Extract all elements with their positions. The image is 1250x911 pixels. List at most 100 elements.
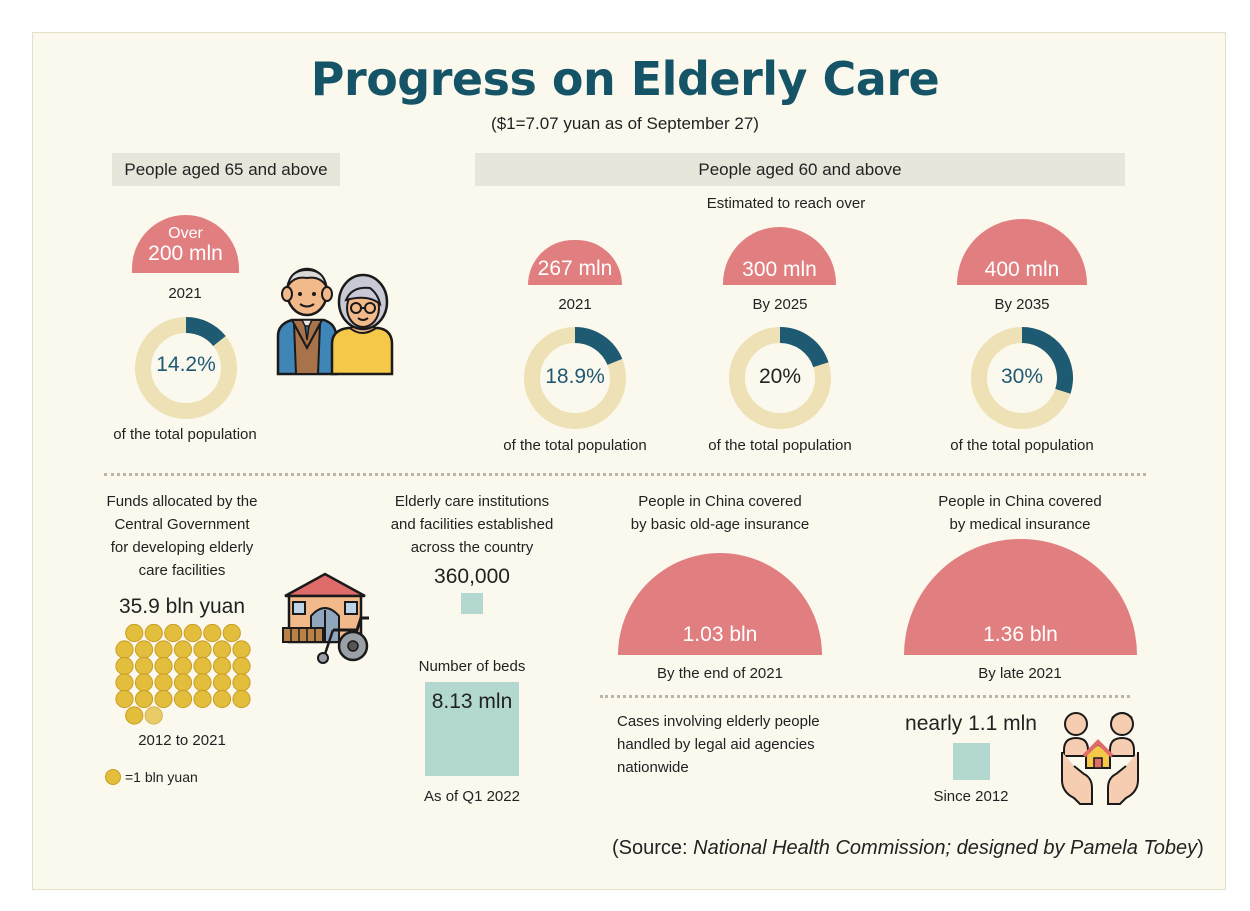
donut-share-arc bbox=[574, 327, 623, 366]
stat-caption: of the total population bbox=[503, 437, 647, 454]
funds-description-line: care facilities bbox=[138, 562, 226, 579]
old-age-insurance-period: By the end of 2021 bbox=[657, 665, 783, 682]
funds-description-line: Funds allocated by the bbox=[106, 493, 258, 510]
source-prefix: (Source: bbox=[612, 837, 694, 859]
coin-icon bbox=[105, 769, 121, 785]
percentage-donut bbox=[729, 327, 831, 429]
donut-percent-label: 14.2% bbox=[156, 353, 216, 376]
legal-aid-description: Cases involving elderly people handled b… bbox=[617, 710, 877, 779]
beds-label: Number of beds bbox=[418, 658, 526, 675]
estimate-note: Estimated to reach over bbox=[706, 195, 866, 212]
coin bbox=[134, 689, 154, 709]
dome-amount: 267 mln bbox=[537, 257, 613, 280]
coin bbox=[173, 656, 193, 676]
coin bbox=[134, 673, 154, 692]
legal-aid-line: handled by legal aid agencies bbox=[617, 736, 815, 753]
coin bbox=[134, 656, 154, 676]
stat-period: 2021 bbox=[168, 285, 202, 302]
medical-insurance-line: by medical insurance bbox=[949, 516, 1091, 533]
coin bbox=[212, 673, 232, 692]
legal-aid-line: Cases involving elderly people bbox=[617, 713, 820, 730]
population-dome: Over 200 mln bbox=[132, 215, 239, 273]
funds-description: Funds allocated by the Central Governmen… bbox=[82, 490, 282, 582]
old-age-insurance-description: People in China covered by basic old-age… bbox=[600, 490, 840, 536]
percentage-donut bbox=[135, 317, 237, 419]
population-dome: 267 mln bbox=[528, 240, 622, 285]
medical-insurance-line: People in China covered bbox=[938, 493, 1102, 510]
beds-square bbox=[425, 682, 519, 776]
coin bbox=[232, 689, 251, 709]
coin bbox=[134, 640, 154, 659]
funds-amount: 35.9 bln yuan bbox=[118, 595, 246, 618]
coin bbox=[173, 640, 193, 659]
coin bbox=[203, 623, 222, 643]
donut-percent-label: 20% bbox=[758, 365, 802, 388]
coin bbox=[183, 623, 202, 643]
dome-amount: 1.03 bln bbox=[682, 623, 758, 646]
source-note: (Source: National Health Commission; des… bbox=[612, 837, 1212, 860]
funds-period: 2012 to 2021 bbox=[138, 732, 226, 749]
coin bbox=[164, 623, 183, 643]
coin bbox=[232, 640, 251, 659]
stat-caption: of the total population bbox=[708, 437, 852, 454]
coin bbox=[232, 656, 251, 676]
institutions-description-line: Elderly care institutions bbox=[394, 493, 550, 510]
dome-amount: 1.36 bln bbox=[983, 623, 1058, 646]
elderly-couple-icon bbox=[276, 267, 394, 376]
medical-insurance-description: People in China covered by medical insur… bbox=[900, 490, 1140, 536]
donut-share-arc bbox=[779, 327, 829, 368]
donut-share-arc bbox=[1021, 327, 1073, 394]
institutions-count: 360,000 bbox=[434, 565, 510, 588]
section-header-aged60: People aged 60 and above bbox=[475, 153, 1125, 186]
percentage-donut bbox=[971, 327, 1073, 429]
institutions-description-line: and facilities established bbox=[390, 516, 554, 533]
page-title: Progress on Elderly Care bbox=[310, 52, 940, 106]
institutions-description: Elderly care institutions and facilities… bbox=[372, 490, 572, 559]
beds-amount: 8.13 mln bbox=[431, 690, 513, 713]
coin bbox=[154, 656, 173, 676]
coin bbox=[144, 623, 163, 643]
legal-aid-period: Since 2012 bbox=[933, 788, 1009, 805]
coin bbox=[154, 640, 173, 659]
coin bbox=[115, 656, 134, 676]
stat-period: By 2035 bbox=[994, 296, 1050, 313]
coin bbox=[232, 673, 251, 692]
stat-period: 2021 bbox=[558, 296, 592, 313]
dome-amount: 400 mln bbox=[984, 258, 1060, 281]
coin bbox=[144, 706, 163, 725]
funds-description-line: for developing elderly bbox=[110, 539, 254, 556]
beds-period: As of Q1 2022 bbox=[424, 788, 520, 805]
old-age-insurance-dome: 1.03 bln bbox=[618, 553, 822, 655]
coin bbox=[115, 689, 134, 709]
donut-percent-label: 30% bbox=[1000, 365, 1044, 388]
legal-aid-amount: nearly 1.1 mln bbox=[905, 712, 1037, 735]
coin bbox=[193, 640, 212, 659]
dome-prefix: Over bbox=[168, 225, 203, 242]
coin bbox=[212, 689, 232, 709]
medical-insurance-period: By late 2021 bbox=[978, 665, 1062, 682]
percentage-donut bbox=[524, 327, 626, 429]
coin bbox=[173, 673, 193, 692]
donut-share-arc bbox=[185, 317, 226, 347]
population-dome: 300 mln bbox=[723, 227, 836, 285]
old-age-insurance-line: People in China covered bbox=[638, 493, 802, 510]
section-divider bbox=[104, 473, 1146, 476]
section-divider bbox=[600, 695, 1130, 698]
coin bbox=[212, 656, 232, 676]
institutions-description-line: across the country bbox=[410, 539, 534, 556]
coin bbox=[193, 673, 212, 692]
coin bbox=[193, 689, 212, 709]
legal-aid-square bbox=[953, 743, 990, 780]
donut-percent-label: 18.9% bbox=[545, 365, 605, 388]
coin bbox=[173, 689, 193, 709]
source-suffix: ) bbox=[1197, 837, 1204, 859]
coin bbox=[115, 673, 134, 692]
section-header-aged65: People aged 65 and above bbox=[112, 153, 340, 186]
care-home-wheelchair-icon bbox=[282, 572, 369, 664]
coin bbox=[212, 640, 232, 659]
coin bbox=[154, 689, 173, 709]
page-subtitle: ($1=7.07 yuan as of September 27) bbox=[491, 114, 759, 133]
coin bbox=[193, 656, 212, 676]
coin-grid bbox=[115, 623, 251, 725]
dome-amount: 200 mln bbox=[148, 242, 223, 265]
